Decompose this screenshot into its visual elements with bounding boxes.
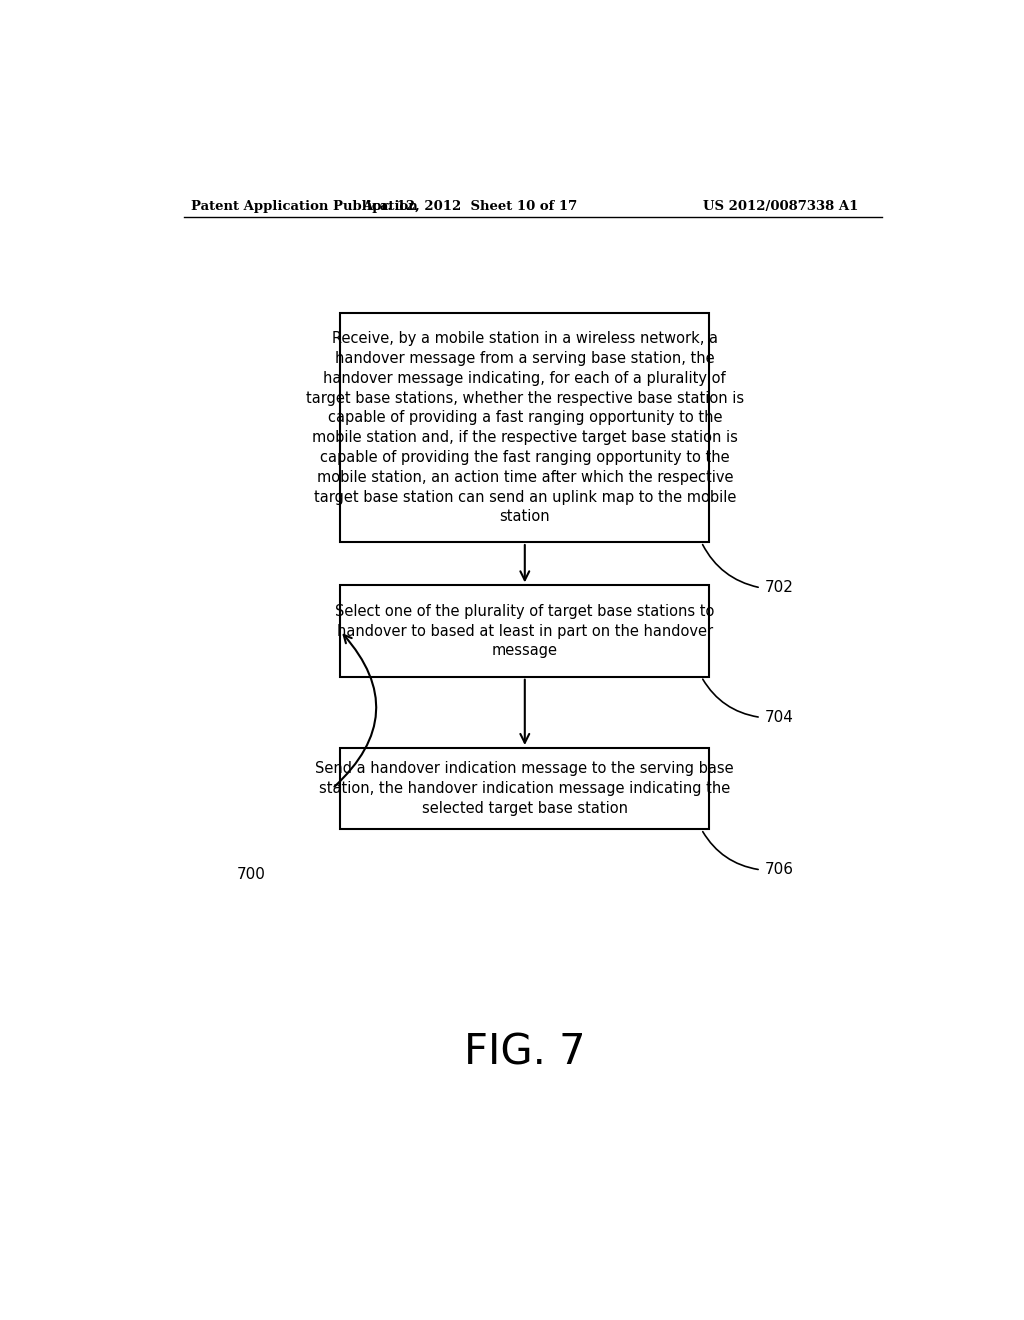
Text: Send a handover indication message to the serving base
station, the handover ind: Send a handover indication message to th… <box>315 762 734 816</box>
Text: Apr. 12, 2012  Sheet 10 of 17: Apr. 12, 2012 Sheet 10 of 17 <box>361 199 577 213</box>
Text: US 2012/0087338 A1: US 2012/0087338 A1 <box>702 199 858 213</box>
Text: Receive, by a mobile station in a wireless network, a
handover message from a se: Receive, by a mobile station in a wirele… <box>306 331 743 524</box>
Bar <box>340 748 710 829</box>
Text: 704: 704 <box>765 710 794 725</box>
Text: 700: 700 <box>237 867 265 883</box>
Text: 702: 702 <box>765 581 794 595</box>
Text: FIG. 7: FIG. 7 <box>464 1032 586 1074</box>
Text: Patent Application Publication: Patent Application Publication <box>191 199 418 213</box>
Text: 706: 706 <box>765 862 794 878</box>
Bar <box>340 313 710 543</box>
Bar <box>340 585 710 677</box>
Text: Select one of the plurality of target base stations to
handover to based at leas: Select one of the plurality of target ba… <box>335 603 715 659</box>
